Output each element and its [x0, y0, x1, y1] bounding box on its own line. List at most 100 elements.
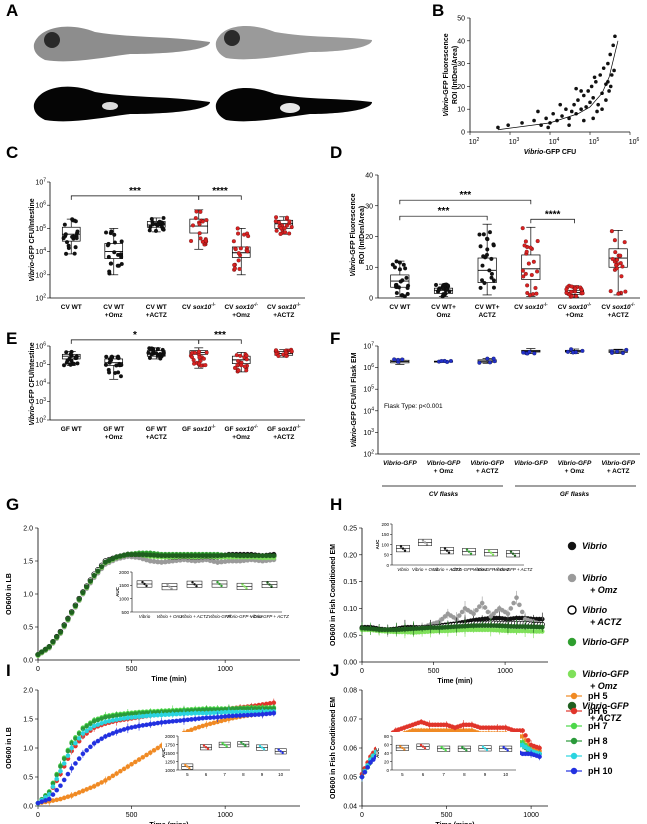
D-point [390, 262, 395, 267]
C-point [153, 228, 158, 233]
I-point [125, 725, 131, 731]
I-point [58, 768, 63, 774]
I-point [84, 724, 89, 729]
C-point [231, 239, 236, 244]
larva-brightfield-left [33, 26, 210, 62]
E-point [75, 361, 80, 366]
H-point [442, 614, 448, 619]
E-sig-bracket [198, 339, 242, 344]
G-point [57, 629, 63, 635]
D-category-label: CV sox10-/- [514, 302, 548, 311]
J-inset: 0 20 40 60 80 AUC 5 6 7 8 9 10 [375, 732, 520, 788]
E-point [236, 359, 241, 364]
D-point [523, 239, 528, 244]
J-inset-ytick-label: 80 [384, 734, 390, 739]
J-point [525, 737, 531, 743]
D-ytick-label: 0 [369, 296, 373, 303]
J-inset-point [461, 745, 464, 749]
H-inset-category: Vibrio-GFP + Omz [473, 567, 510, 572]
E-ytick-label: 102 [35, 416, 46, 425]
legend-marker [570, 767, 578, 775]
D-point [489, 256, 494, 261]
G-ytick-label: 0.5 [23, 625, 33, 632]
I-ytick-label: 0.5 [23, 775, 33, 782]
D-point [487, 230, 492, 235]
I-point [54, 787, 60, 793]
I-inset-point [206, 747, 210, 751]
C-ytick-label: 104 [35, 247, 46, 256]
J-inset-category: 10 [503, 772, 509, 777]
E-point [62, 363, 67, 368]
J-inset-ytick-label: 40 [384, 751, 390, 756]
I-inset-point [202, 744, 206, 747]
H-inset-ytick-label: 50 [384, 553, 390, 558]
D-point [403, 266, 408, 271]
C-point [107, 269, 112, 274]
b-point [612, 68, 616, 73]
C-point [118, 252, 123, 257]
b-point [607, 89, 611, 93]
F-point [400, 357, 405, 362]
H-inset-point [447, 551, 451, 554]
I-x-axis-label: Time (mins) [149, 822, 188, 824]
G-point [91, 573, 97, 579]
b-point [569, 109, 574, 114]
I-point [125, 764, 131, 769]
D-point [487, 268, 492, 273]
G-point [69, 609, 75, 615]
I-point [129, 761, 134, 767]
D-point [614, 263, 619, 268]
larva-eye-left [44, 32, 60, 48]
F-point [527, 349, 532, 354]
I-inset: 1000 1250 1500 1750 2000 AUC 5 6 7 8 9 10 [161, 732, 294, 788]
C-point [189, 238, 194, 243]
C-category-label: CV sox10-/- [224, 302, 258, 311]
E-point [233, 365, 238, 370]
C-point [279, 226, 284, 231]
G-inset-point [143, 582, 146, 586]
b-point [532, 118, 536, 123]
F-category-label: Vibrio-GFP [470, 460, 504, 467]
E-point [204, 350, 209, 355]
D-point [616, 291, 621, 296]
G-xtick-label: 0 [36, 666, 40, 673]
C-sig-label: **** [212, 186, 228, 197]
b-x-axis-label: Vibrio-GFP CFU [524, 149, 577, 156]
J-inset-point [423, 747, 427, 750]
J-inset-category: 7 [442, 772, 445, 777]
I-point [151, 748, 157, 753]
C-point [74, 236, 79, 241]
H-xtick-label: 1000 [497, 668, 513, 675]
C-point [203, 238, 208, 243]
b-point [582, 118, 586, 123]
D-point [397, 260, 402, 265]
I-point [121, 766, 127, 772]
I-point [99, 736, 104, 742]
E-point [147, 355, 152, 360]
b-xtick-label: 103 [509, 137, 520, 146]
H-point [494, 608, 499, 614]
E-point [239, 363, 244, 368]
C-category-label-line2: +Omz [232, 312, 251, 319]
G-inset-point [220, 584, 223, 588]
E-point [161, 350, 166, 355]
I-inset-ytick-label: 1750 [165, 742, 176, 747]
C-point [237, 266, 242, 271]
J-inset-ytick-label: 60 [384, 742, 390, 747]
E-point [68, 362, 73, 367]
F-category-label-line2: + Omz [434, 468, 454, 475]
E-ytick-label: 104 [35, 379, 46, 388]
I-point [140, 754, 146, 760]
F-point [571, 350, 576, 355]
b-point [560, 114, 564, 118]
D-point [436, 287, 441, 292]
J-point [520, 728, 525, 733]
H-inset-point [403, 549, 407, 552]
G-point [95, 568, 101, 574]
C-point [282, 226, 287, 231]
C-category-label: CV WT [103, 304, 124, 311]
C-point [242, 232, 247, 237]
G-point [99, 564, 105, 570]
D-category-label-line2: +Omz [566, 312, 585, 319]
